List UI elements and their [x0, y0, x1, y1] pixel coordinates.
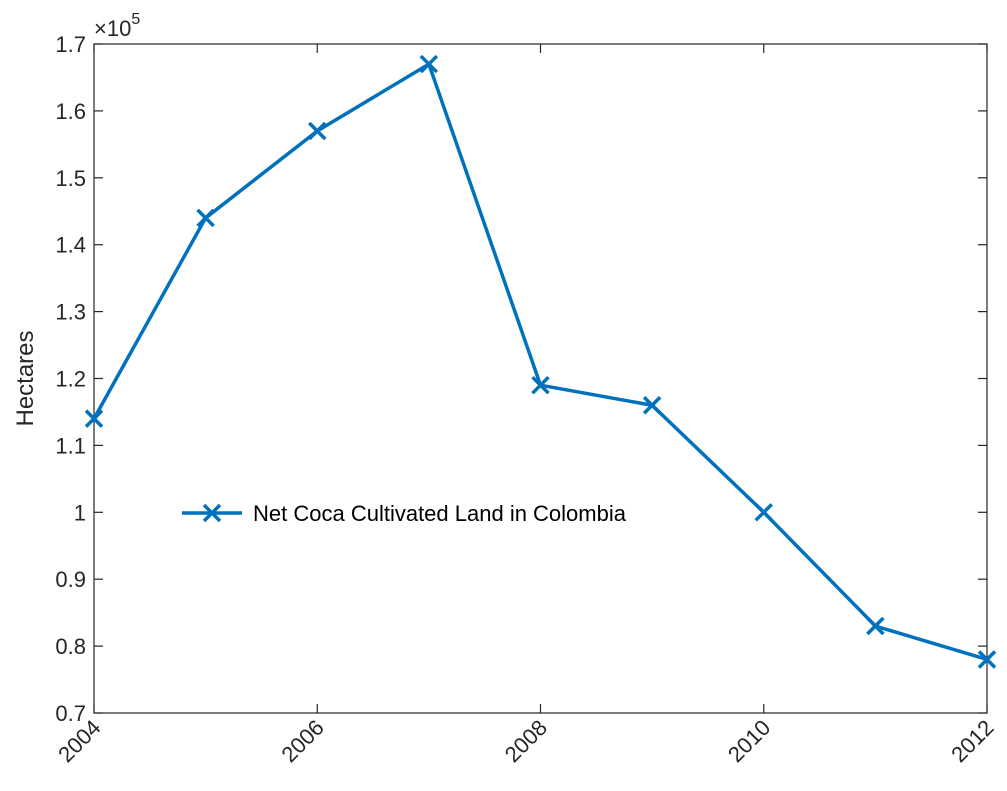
x-tick-label: 2006: [276, 715, 328, 767]
marker-stroke-b: [196, 208, 215, 228]
y-tick-label: 0.8: [55, 634, 86, 659]
marker-stroke-b: [419, 54, 439, 74]
marker-stroke-b: [531, 375, 550, 395]
y-axis-multiplier: ×105: [94, 11, 140, 41]
y-tick-label: 1.1: [55, 433, 86, 458]
y-tick-label: 0.9: [55, 567, 86, 592]
x-tick-label: 2012: [946, 715, 998, 767]
data-point-marker: [754, 503, 773, 522]
x-tick-label: 2008: [500, 715, 552, 767]
data-point-marker: [84, 409, 104, 428]
series-line: [92, 62, 988, 662]
marker-stroke-b: [754, 503, 773, 522]
legend-label: Net Coca Cultivated Land in Colombia: [253, 501, 627, 526]
series-layer: [84, 54, 997, 669]
y-axis-label: Hectares: [12, 330, 39, 426]
marker-stroke-b: [84, 409, 104, 428]
legend: Net Coca Cultivated Land in Colombia: [182, 501, 627, 526]
y-tick-label: 1.6: [55, 99, 86, 124]
data-point-marker: [419, 54, 439, 74]
marker-stroke-b: [866, 616, 885, 636]
legend-marker: [202, 503, 222, 523]
multiplier-base: ×10: [94, 16, 131, 41]
data-point-marker: [531, 375, 550, 395]
marker-stroke-b: [977, 650, 997, 669]
y-tick-label: 1: [74, 500, 86, 525]
y-tick-label: 1.2: [55, 367, 86, 392]
plot-area-box: [93, 43, 988, 714]
marker-stroke-b: [308, 121, 327, 141]
marker-stroke-b: [202, 503, 222, 523]
y-tick-label: 1.5: [55, 166, 86, 191]
marker-stroke-b: [642, 396, 662, 415]
y-tick-label: 1.3: [55, 300, 86, 325]
data-point-marker: [642, 396, 662, 415]
data-point-marker: [308, 121, 327, 141]
multiplier-exponent: 5: [131, 11, 140, 28]
x-tick-label: 2010: [723, 715, 775, 767]
data-point-marker: [866, 616, 885, 636]
data-point-marker: [977, 650, 997, 669]
data-point-marker: [196, 208, 215, 228]
y-tick-label: 0.7: [55, 701, 86, 726]
y-tick-label: 1.7: [55, 32, 86, 57]
y-tick-label: 1.4: [55, 233, 86, 258]
